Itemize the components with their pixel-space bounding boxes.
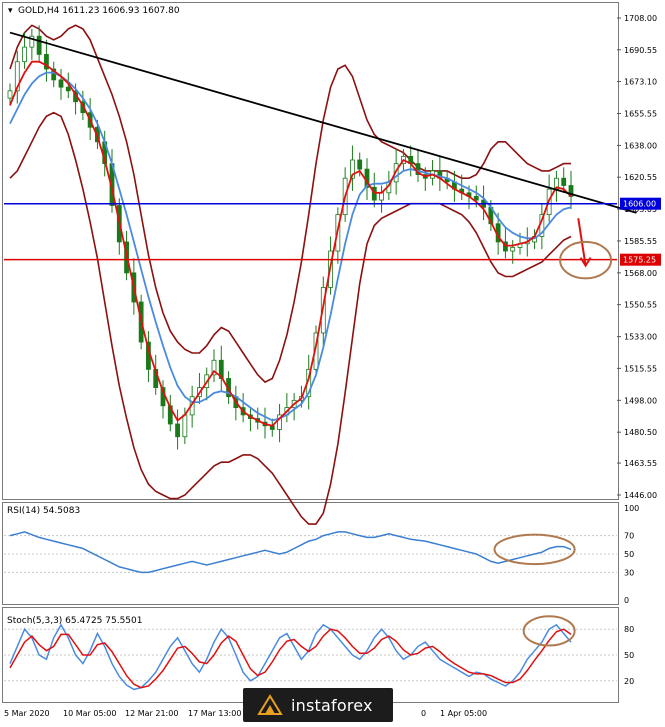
indicator-tick-label: 50 [624, 550, 634, 559]
candle-body [473, 196, 479, 201]
price-tick-label: 1655.55 [624, 109, 657, 118]
resistance-trendline [9, 31, 637, 214]
candle-body [14, 61, 20, 92]
indicator-tick-label: 80 [624, 625, 634, 634]
stoch-title: Stoch(5,3,3) 65.4725 75.5501 [7, 616, 142, 626]
indicator-circle-annotation [522, 615, 576, 647]
indicator-tick-label: 100 [624, 504, 639, 513]
price-tick-label: 1638.00 [624, 141, 657, 150]
candle-body [350, 159, 355, 179]
candle-body [568, 185, 574, 197]
down-arrow-head [579, 257, 592, 268]
chart-title: GOLD,H4 1611.23 1606.93 1607.80 [18, 6, 180, 16]
watermark-text: instaforex [291, 695, 373, 715]
price-tick-label: 1515.55 [624, 364, 657, 373]
price-axis: 1708.00 1690.55 1673.10 1655.55 1638.00 1620.… [617, 14, 661, 500]
candle-body [357, 159, 363, 170]
candle-body [58, 79, 64, 88]
instaforex-watermark: instaforex [243, 688, 393, 722]
price-tick-label: 1533.00 [624, 333, 657, 342]
candle-body [510, 246, 516, 252]
collapse-triangle-icon[interactable]: ▾ [8, 6, 13, 16]
indicator-tick-label: 30 [624, 568, 634, 577]
price-tick-label: 1480.50 [624, 428, 657, 437]
indicator-circle-annotation [493, 533, 576, 566]
price-tick-label: 1498.00 [624, 396, 657, 405]
candle-body [29, 35, 35, 48]
candle-body [65, 86, 71, 92]
price-tick-label: 1708.00 [624, 14, 657, 23]
target-circle-annotation [559, 240, 613, 280]
price-label-text: 1606.00 [623, 200, 656, 209]
price-tick-label: 1446.00 [624, 491, 657, 500]
price-tick-label: 1568.00 [624, 269, 657, 278]
price-tick-label: 1463.55 [624, 459, 657, 468]
price-tick-label: 1690.55 [624, 46, 657, 55]
instaforex-logo-icon [257, 694, 283, 716]
time-tick-label: 1 Apr 05:00 [440, 709, 487, 718]
rsi-panel: 100 70 50 30 0 [4, 504, 639, 605]
time-axis: 5 Mar 2020 10 Mar 05:00 12 Mar 21:00 17 Mar… [4, 709, 487, 718]
candle-body [44, 54, 49, 70]
candle-body [22, 46, 27, 63]
price-tick-label: 1673.10 [624, 78, 657, 87]
time-tick-label: 12 Mar 21:00 [125, 709, 178, 718]
price-panel [4, 24, 637, 525]
indicator-tick-label: 20 [624, 677, 634, 686]
time-tick-label: 5 Mar 2020 [4, 709, 50, 718]
time-tick-label: 17 Mar 13:00 [188, 709, 241, 718]
rsi-panel-frame [2, 502, 619, 605]
main-panel-frame [2, 2, 619, 500]
price-label-text: 1575.25 [623, 256, 656, 265]
candle-body [379, 192, 384, 201]
candle-body [277, 414, 282, 430]
indicator-tick-label: 0 [624, 596, 629, 605]
bollinger-upper-line [9, 24, 571, 384]
price-label-box [620, 197, 661, 210]
price-tick-label: 1550.55 [624, 301, 657, 310]
price-tick-label: 1620.55 [624, 173, 657, 182]
indicator-signal-line [9, 628, 572, 689]
indicator-main-line [9, 531, 572, 574]
ma-slow-line [9, 71, 572, 422]
price-tick-label: 1585.55 [624, 237, 657, 246]
indicator-main-line [9, 623, 572, 691]
time-tick-label: 0 [421, 709, 426, 718]
bollinger-lower-line [9, 111, 572, 525]
candle-body [561, 177, 567, 186]
time-tick-label: 10 Mar 05:00 [63, 709, 116, 718]
candle-body [36, 35, 42, 55]
price-label-box [620, 253, 661, 266]
candle-body [7, 90, 13, 99]
candle-body [175, 423, 180, 438]
rsi-title: RSI(14) 54.5083 [7, 506, 80, 516]
indicator-tick-label: 70 [624, 532, 634, 541]
indicator-tick-label: 50 [624, 651, 634, 660]
stoch-panel: 80 50 20 [4, 615, 634, 691]
candle-body [182, 414, 188, 438]
candle-body [211, 359, 217, 376]
